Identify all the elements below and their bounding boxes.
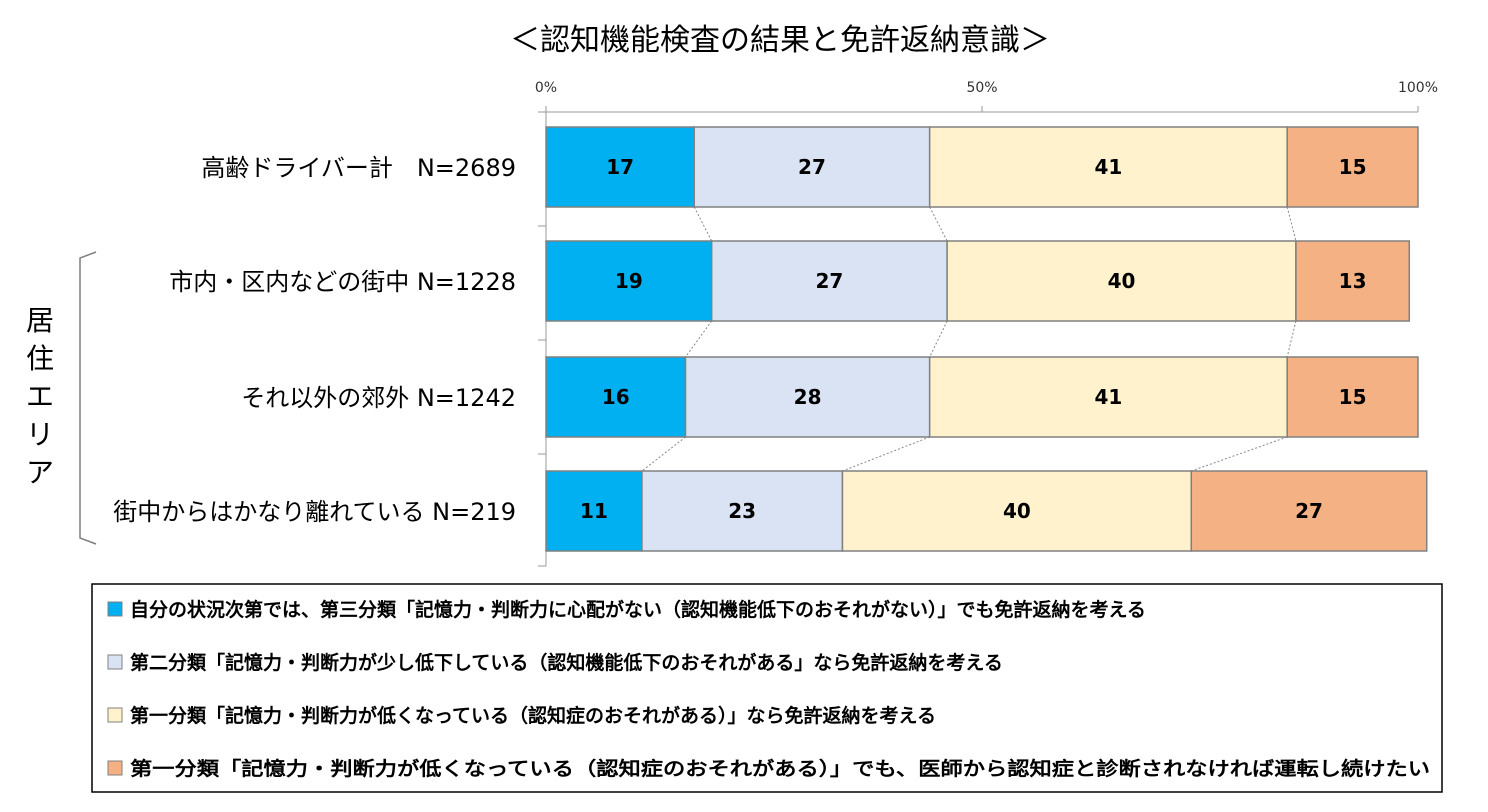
bar-value-label: 23 [728, 499, 756, 523]
legend-entry: 第二分類「記憶力・判断力が少し低下している（認知機能低下のおそれがある」なら免許… [130, 651, 1003, 674]
legend-entry: 自分の状況次第では、第三分類「記憶力・判断力に心配がない（認知機能低下のおそれが… [130, 598, 1146, 621]
legend-swatch [107, 601, 123, 617]
bar-segment [1286, 356, 1419, 438]
series-connector [1286, 206, 1297, 242]
group-label: 居住エリア [26, 304, 54, 489]
bar-value-label: 19 [615, 269, 643, 293]
series-connector [929, 320, 948, 358]
bar-value-label: 41 [1095, 385, 1123, 409]
legend-entry: 第一分類「記憶力・判断力が低くなっている（認知症のおそれがある）」でも、医師から… [130, 757, 1430, 780]
chart-title: ＜認知機能検査の結果と免許返納意識＞ [510, 23, 1050, 58]
bar-segment [1286, 126, 1419, 208]
group-bracket-line [79, 251, 97, 545]
bars-layer: 17 27 41 15 19 27 40 13 16 28 41 15 11 23 40 27 [545, 126, 1428, 552]
series-connector [929, 206, 948, 242]
bar-segment [946, 240, 1297, 322]
bar-segment [928, 356, 1288, 438]
bar-value-label: 41 [1095, 155, 1123, 179]
bar-value-label: 40 [1003, 499, 1031, 523]
bar-value-label: 17 [606, 155, 634, 179]
legend-swatch [107, 707, 123, 723]
series-connector [1286, 320, 1297, 358]
category-label: 市内・区内などの街中 N=1228 [169, 268, 516, 296]
bar-value-label: 40 [1108, 269, 1136, 293]
bar-value-label: 15 [1339, 155, 1367, 179]
legend: 自分の状況次第では、第三分類「記憶力・判断力に心配がない（認知機能低下のおそれが… [91, 583, 1443, 793]
connector-layer [641, 206, 1297, 472]
category-label: それ以外の郊外 N=1242 [241, 384, 516, 412]
series-connector [1191, 436, 1288, 472]
series-connector [842, 436, 930, 472]
bar-segment [1295, 240, 1411, 322]
bar-segment [545, 356, 687, 438]
series-connector [685, 320, 713, 358]
legend-swatch [107, 654, 123, 670]
x-tick-label: 100% [1398, 80, 1438, 96]
series-connector [641, 436, 686, 472]
category-labels: 高齢ドライバー計 N=2689 市内・区内などの街中 N=1228 それ以外の郊外 … [113, 154, 516, 526]
x-tick-label: 0% [535, 80, 557, 96]
bar-segment [710, 240, 948, 322]
bar-segment [545, 240, 713, 322]
bar-value-label: 15 [1339, 385, 1367, 409]
bar-segment [841, 470, 1193, 552]
group-bracket: 居住エリア [26, 251, 97, 545]
legend-entry: 第一分類「記憶力・判断力が低くなっている（認知症のおそれがある）」なら免許返納を… [130, 704, 936, 727]
bar-segment [545, 470, 643, 552]
bar-value-label: 27 [798, 155, 826, 179]
series-connector [693, 206, 713, 242]
bar-value-label: 16 [602, 385, 630, 409]
bar-value-label: 11 [580, 499, 608, 523]
bar-segment [1190, 470, 1428, 552]
bar-value-label: 28 [794, 385, 822, 409]
legend-box [91, 583, 1443, 793]
category-label: 高齢ドライバー計 N=2689 [201, 154, 516, 182]
bar-segment [684, 356, 931, 438]
x-tick-label: 50% [966, 80, 997, 96]
bar-segment [641, 470, 844, 552]
legend-swatch [107, 760, 123, 776]
bar-value-label: 27 [1295, 499, 1323, 523]
category-label: 街中からはかなり離れている N=219 [113, 498, 516, 526]
bar-value-label: 27 [815, 269, 843, 293]
bar-segment [693, 126, 931, 208]
bar-value-label: 13 [1339, 269, 1367, 293]
